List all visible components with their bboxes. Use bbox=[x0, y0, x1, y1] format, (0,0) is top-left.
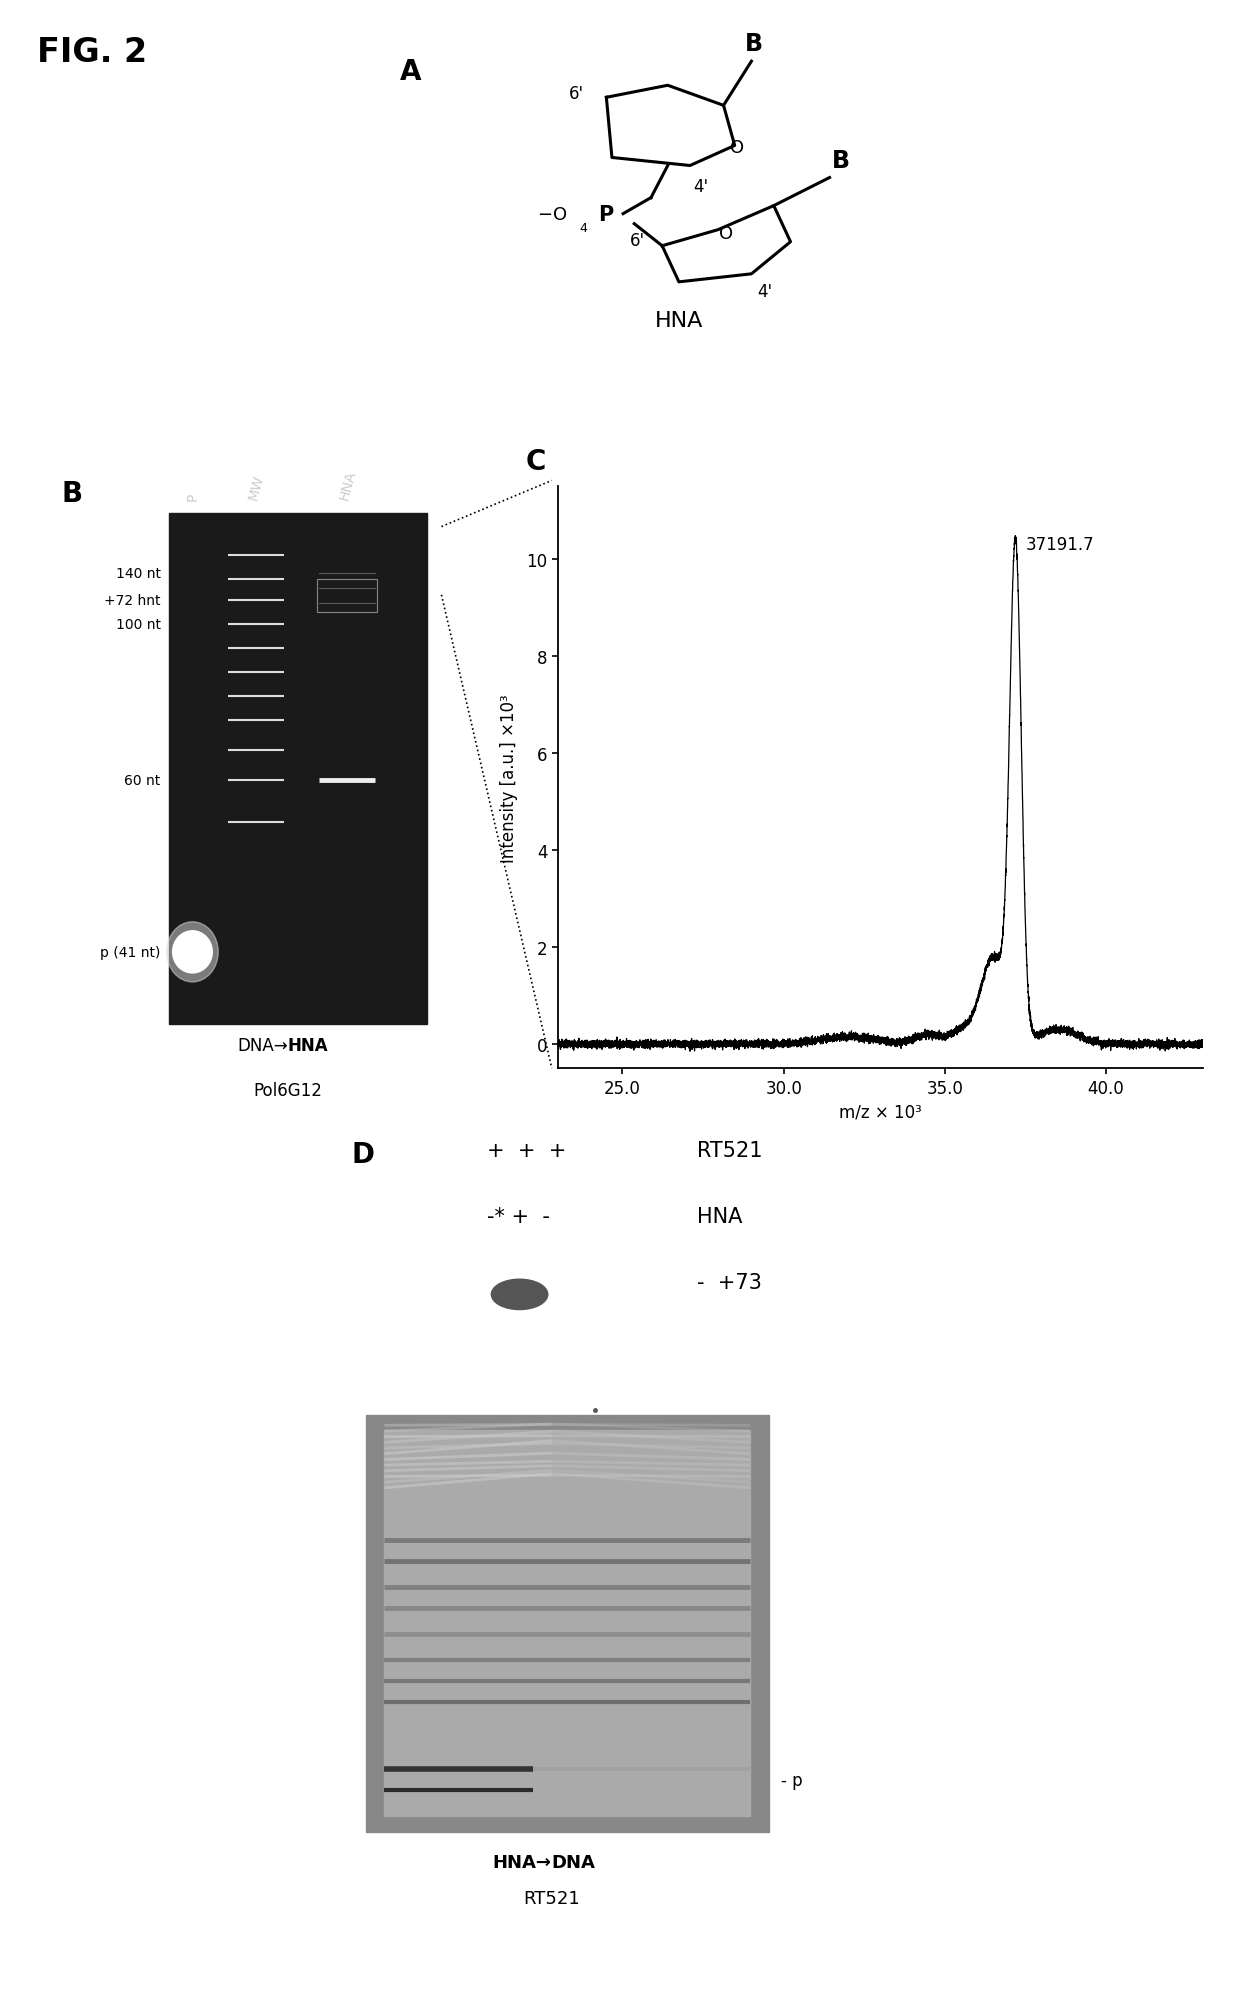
Text: RT521: RT521 bbox=[523, 1889, 580, 1907]
Text: RT521: RT521 bbox=[697, 1141, 763, 1161]
Text: 100 nt: 100 nt bbox=[115, 618, 161, 632]
Bar bbox=[384, 1432, 750, 1817]
Text: +  +  +: + + + bbox=[487, 1141, 567, 1161]
Text: B: B bbox=[745, 32, 764, 56]
Bar bbox=[366, 1416, 769, 1833]
Text: P: P bbox=[598, 205, 614, 225]
Text: HNA: HNA bbox=[336, 469, 358, 501]
Text: HNA: HNA bbox=[288, 1037, 329, 1055]
Text: B: B bbox=[62, 479, 83, 507]
Text: C: C bbox=[526, 447, 546, 475]
Text: -* +  -: -* + - bbox=[487, 1207, 551, 1227]
Text: 140 nt: 140 nt bbox=[115, 567, 161, 579]
Bar bbox=[317, 579, 377, 614]
Text: +72 hnt: +72 hnt bbox=[104, 593, 161, 608]
Text: 4': 4' bbox=[756, 283, 773, 301]
Text: Pol6G12: Pol6G12 bbox=[253, 1083, 322, 1099]
Text: O: O bbox=[730, 140, 744, 156]
Ellipse shape bbox=[491, 1279, 548, 1309]
Text: HNA: HNA bbox=[697, 1207, 743, 1227]
Text: $-$O: $-$O bbox=[537, 207, 567, 223]
Text: DNA→: DNA→ bbox=[237, 1037, 288, 1055]
Text: 4: 4 bbox=[579, 223, 588, 235]
Text: DNA: DNA bbox=[552, 1853, 595, 1871]
X-axis label: m/z × 10³: m/z × 10³ bbox=[839, 1103, 921, 1121]
Text: O: O bbox=[719, 225, 733, 243]
Text: HNA→: HNA→ bbox=[492, 1853, 552, 1871]
Bar bbox=[169, 513, 427, 1025]
Y-axis label: Intensity [a.u.] ×10³: Intensity [a.u.] ×10³ bbox=[500, 694, 518, 862]
Text: A: A bbox=[399, 58, 422, 86]
Text: -  +73: - +73 bbox=[697, 1273, 761, 1293]
Text: p (41 nt): p (41 nt) bbox=[100, 946, 161, 958]
Text: 60 nt: 60 nt bbox=[124, 774, 161, 788]
Text: D: D bbox=[351, 1141, 374, 1169]
Ellipse shape bbox=[166, 922, 218, 982]
Text: 6': 6' bbox=[630, 233, 646, 249]
Text: 37191.7: 37191.7 bbox=[1025, 535, 1094, 553]
Text: FIG. 2: FIG. 2 bbox=[37, 36, 148, 68]
Text: B: B bbox=[832, 148, 849, 172]
Text: 6': 6' bbox=[569, 86, 584, 102]
Text: HNA: HNA bbox=[655, 311, 703, 331]
Text: MW: MW bbox=[246, 473, 267, 501]
Text: - p: - p bbox=[781, 1770, 802, 1788]
Text: 4': 4' bbox=[693, 178, 708, 196]
Text: P: P bbox=[186, 493, 200, 501]
Ellipse shape bbox=[172, 930, 212, 974]
